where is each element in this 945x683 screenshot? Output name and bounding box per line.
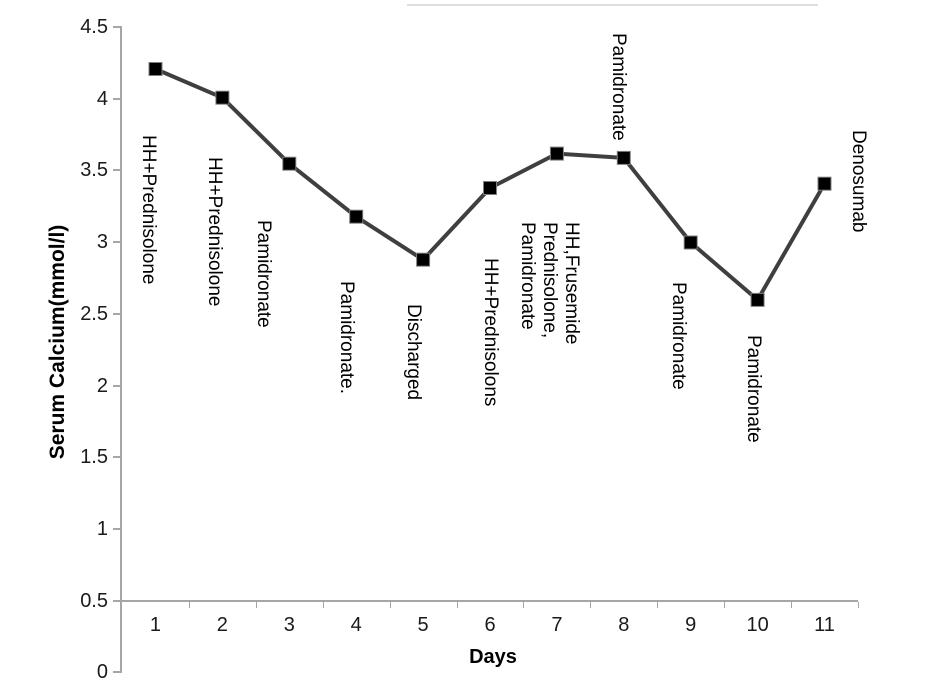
x-axis-tick [389, 601, 391, 608]
data-point-marker [148, 62, 163, 76]
y-axis-tick [113, 527, 121, 530]
data-point-marker [416, 252, 431, 267]
treatment-annotation-day-10: Pamidronate [743, 335, 764, 443]
top-border-line [407, 4, 818, 6]
x-tick-label: 7 [551, 614, 563, 636]
y-tick-label: 3.5 [80, 159, 108, 182]
y-tick-label: 2 [96, 374, 108, 397]
x-tick-label: 8 [618, 614, 630, 636]
data-point-marker [616, 150, 631, 165]
y-tick-label: 0.5 [80, 589, 108, 612]
y-axis-tick [113, 241, 121, 244]
y-axis-tick [113, 97, 121, 100]
data-point-marker [683, 235, 698, 250]
x-tick-label: 3 [283, 614, 295, 636]
treatment-annotation-day-1: HH+Prednisolone [138, 135, 159, 285]
data-point-marker [817, 176, 832, 191]
treatment-annotation-day-11: Denosumab [848, 130, 869, 233]
x-axis-tick [322, 601, 324, 608]
x-axis-title: Days [469, 646, 517, 668]
treatment-annotation-day-3: Pamidronate [253, 220, 274, 328]
treatment-annotation-day-7: HH,Frusemide Prednisolone, Pamidronate [517, 222, 582, 345]
data-point-marker [750, 292, 765, 307]
y-tick-label: 1.5 [80, 446, 108, 469]
data-point-marker [483, 181, 497, 195]
y-tick-label: 0 [96, 661, 108, 683]
x-axis-tick [724, 601, 726, 608]
treatment-annotation-day-8: Pamidronate [608, 33, 629, 141]
y-axis-tick [113, 312, 121, 315]
y-tick-label: 2.5 [80, 302, 108, 325]
y-tick-label: 4 [96, 87, 108, 110]
treatment-annotation-day-6: HH+Prednisolons [480, 258, 501, 407]
x-axis-tick [590, 601, 592, 608]
x-axis-tick [791, 601, 793, 608]
x-axis-tick [858, 601, 859, 608]
y-axis-tick [113, 599, 121, 602]
y-tick-label: 3 [96, 231, 108, 254]
x-axis-tick [456, 601, 458, 608]
treatment-annotation-day-4: Pamidronate. [336, 281, 357, 395]
x-tick-label: 4 [350, 614, 362, 636]
x-axis-line [120, 599, 858, 602]
data-point-marker [282, 156, 297, 171]
y-axis-tick [113, 384, 121, 387]
y-axis-tick [113, 169, 121, 172]
x-tick-label: 2 [216, 614, 228, 636]
x-axis-tick [188, 601, 190, 608]
y-axis-tick [113, 671, 121, 674]
x-axis-tick [523, 601, 525, 608]
data-point-marker [549, 146, 564, 161]
y-axis-line [120, 26, 122, 674]
y-tick-label: 1 [96, 517, 108, 540]
treatment-annotation-day-5: Discharged [403, 304, 424, 401]
x-tick-label: 1 [149, 614, 162, 636]
y-tick-label: 4.5 [80, 16, 108, 38]
data-point-marker [215, 90, 230, 105]
x-tick-label: 11 [814, 614, 835, 636]
x-tick-label: 10 [746, 614, 769, 636]
x-tick-label: 6 [484, 614, 496, 636]
treatment-annotation-day-9: Pamidronate [668, 282, 689, 390]
data-point-marker [349, 209, 364, 224]
x-tick-label: 5 [417, 614, 429, 636]
y-axis-tick [113, 26, 121, 28]
x-tick-label: 9 [685, 614, 697, 636]
x-axis-tick [255, 601, 257, 608]
y-axis-tick [113, 456, 121, 459]
treatment-annotation-day-2: HH+Prednisolone [204, 157, 225, 307]
x-axis-tick [657, 601, 659, 608]
